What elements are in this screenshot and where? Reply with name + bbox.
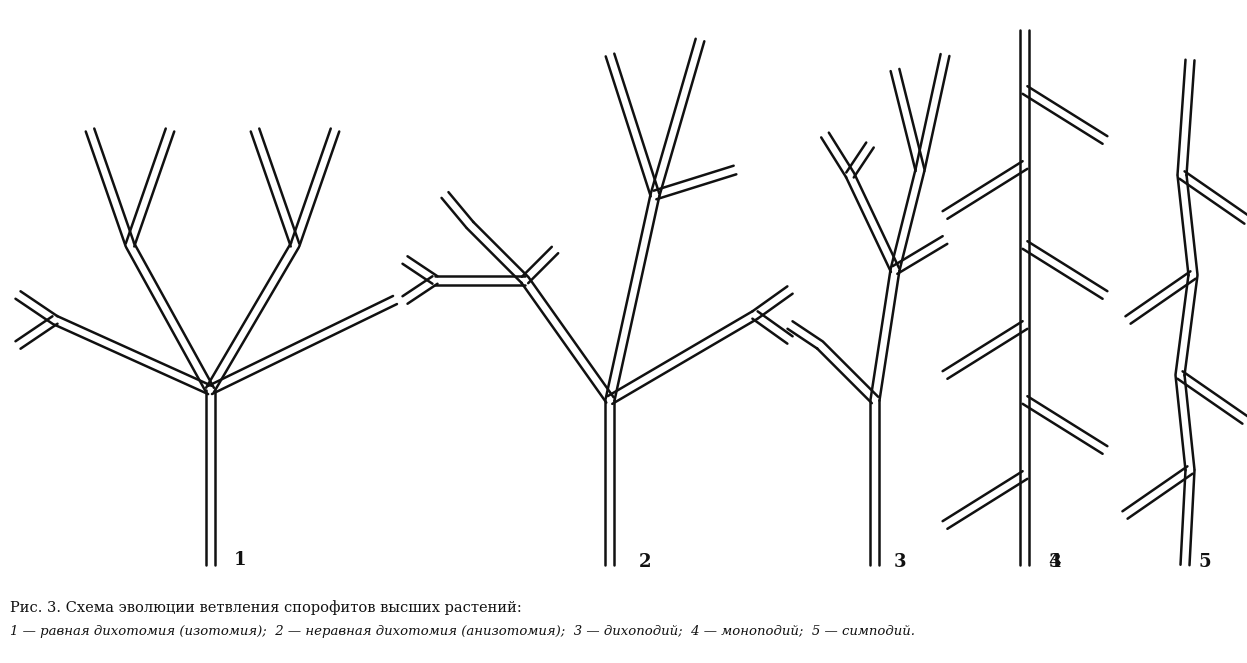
Text: 1: 1 xyxy=(233,551,246,569)
Text: 5: 5 xyxy=(1198,553,1211,571)
Text: Рис. 3. Схема эволюции ветвления спорофитов высших растений:: Рис. 3. Схема эволюции ветвления спорофи… xyxy=(10,601,521,615)
Text: 2: 2 xyxy=(638,553,651,571)
Text: 1 — равная дихотомия (изотомия);  2 — неравная дихотомия (анизотомия);  3 — дихо: 1 — равная дихотомия (изотомия); 2 — нер… xyxy=(10,625,915,638)
Text: 3: 3 xyxy=(1049,553,1061,571)
Text: 4: 4 xyxy=(1049,553,1061,571)
Text: 3: 3 xyxy=(894,553,907,571)
